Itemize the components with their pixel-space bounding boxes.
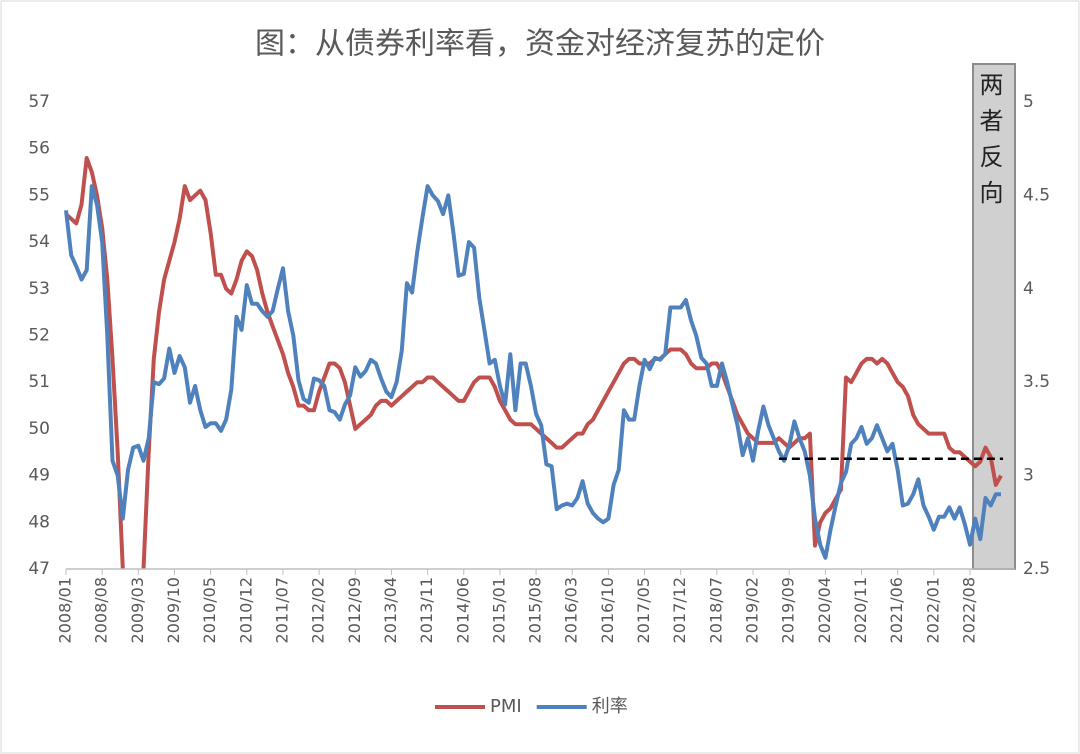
x-tick-label: 2017/05 (634, 577, 653, 643)
y-tick-label: 55 (28, 185, 50, 205)
y2-tick-label: 2.5 (1023, 559, 1050, 579)
x-tick-label: 2015/01 (489, 577, 508, 643)
y2-tick-label: 3 (1023, 466, 1034, 486)
series-line (64, 184, 1001, 560)
y2-tick-label: 4.5 (1023, 185, 1050, 205)
annotation-text: 两者反向 (975, 72, 1003, 216)
y2-tick-label: 3.5 (1023, 372, 1050, 392)
x-tick-label: 2011/07 (272, 577, 291, 643)
plot-area (64, 156, 1003, 569)
y2-tick-label: 4 (1023, 279, 1034, 299)
x-tick-label: 2010/05 (200, 577, 219, 643)
x-tick-label: 2020/04 (815, 577, 834, 643)
y-tick-label: 53 (28, 279, 50, 299)
x-tick-label: 2008/01 (56, 577, 75, 643)
y-tick-label: 48 (28, 512, 50, 532)
y-tick-label: 56 (28, 139, 50, 159)
x-tick-label: 2012/02 (309, 577, 328, 643)
x-tick-label: 2016/10 (598, 577, 617, 643)
x-tick-label: 2019/09 (779, 577, 798, 643)
x-tick-label: 2012/09 (345, 577, 364, 643)
y-tick-label: 52 (28, 326, 50, 346)
x-tick-label: 2009/10 (164, 577, 183, 643)
y-tick-label: 49 (28, 466, 50, 486)
x-tick-label: 2018/07 (706, 577, 725, 643)
x-tick-label: 2008/08 (92, 577, 111, 643)
legend-label: 利率 (592, 696, 628, 717)
x-tick-label: 2013/11 (417, 577, 436, 643)
x-tick-label: 2022/08 (960, 577, 979, 643)
x-tick-label: 2021/06 (887, 577, 906, 643)
chart-title: 图：从债券利率看，资金对经济复苏的定价 (255, 27, 825, 62)
y2-tick-label: 5 (1023, 92, 1034, 112)
x-tick-label: 2013/04 (381, 577, 400, 643)
y-tick-label: 51 (28, 372, 50, 392)
x-tick-label: 2016/03 (562, 577, 581, 643)
y-tick-label: 54 (28, 232, 50, 252)
y-tick-label: 47 (28, 559, 50, 579)
y-tick-label: 50 (28, 419, 50, 439)
x-tick-label: 2017/12 (670, 577, 689, 643)
legend-label: PMI (490, 696, 522, 717)
x-tick-label: 2015/08 (526, 577, 545, 643)
x-tick-label: 2020/11 (851, 577, 870, 643)
x-tick-label: 2022/01 (923, 577, 942, 643)
x-tick-label: 2014/06 (453, 577, 472, 643)
series-line (64, 156, 1003, 569)
x-tick-label: 2009/03 (128, 577, 147, 643)
x-tick-label: 2010/12 (236, 577, 255, 643)
y-tick-label: 57 (28, 92, 50, 112)
x-tick-label: 2019/02 (743, 577, 762, 643)
